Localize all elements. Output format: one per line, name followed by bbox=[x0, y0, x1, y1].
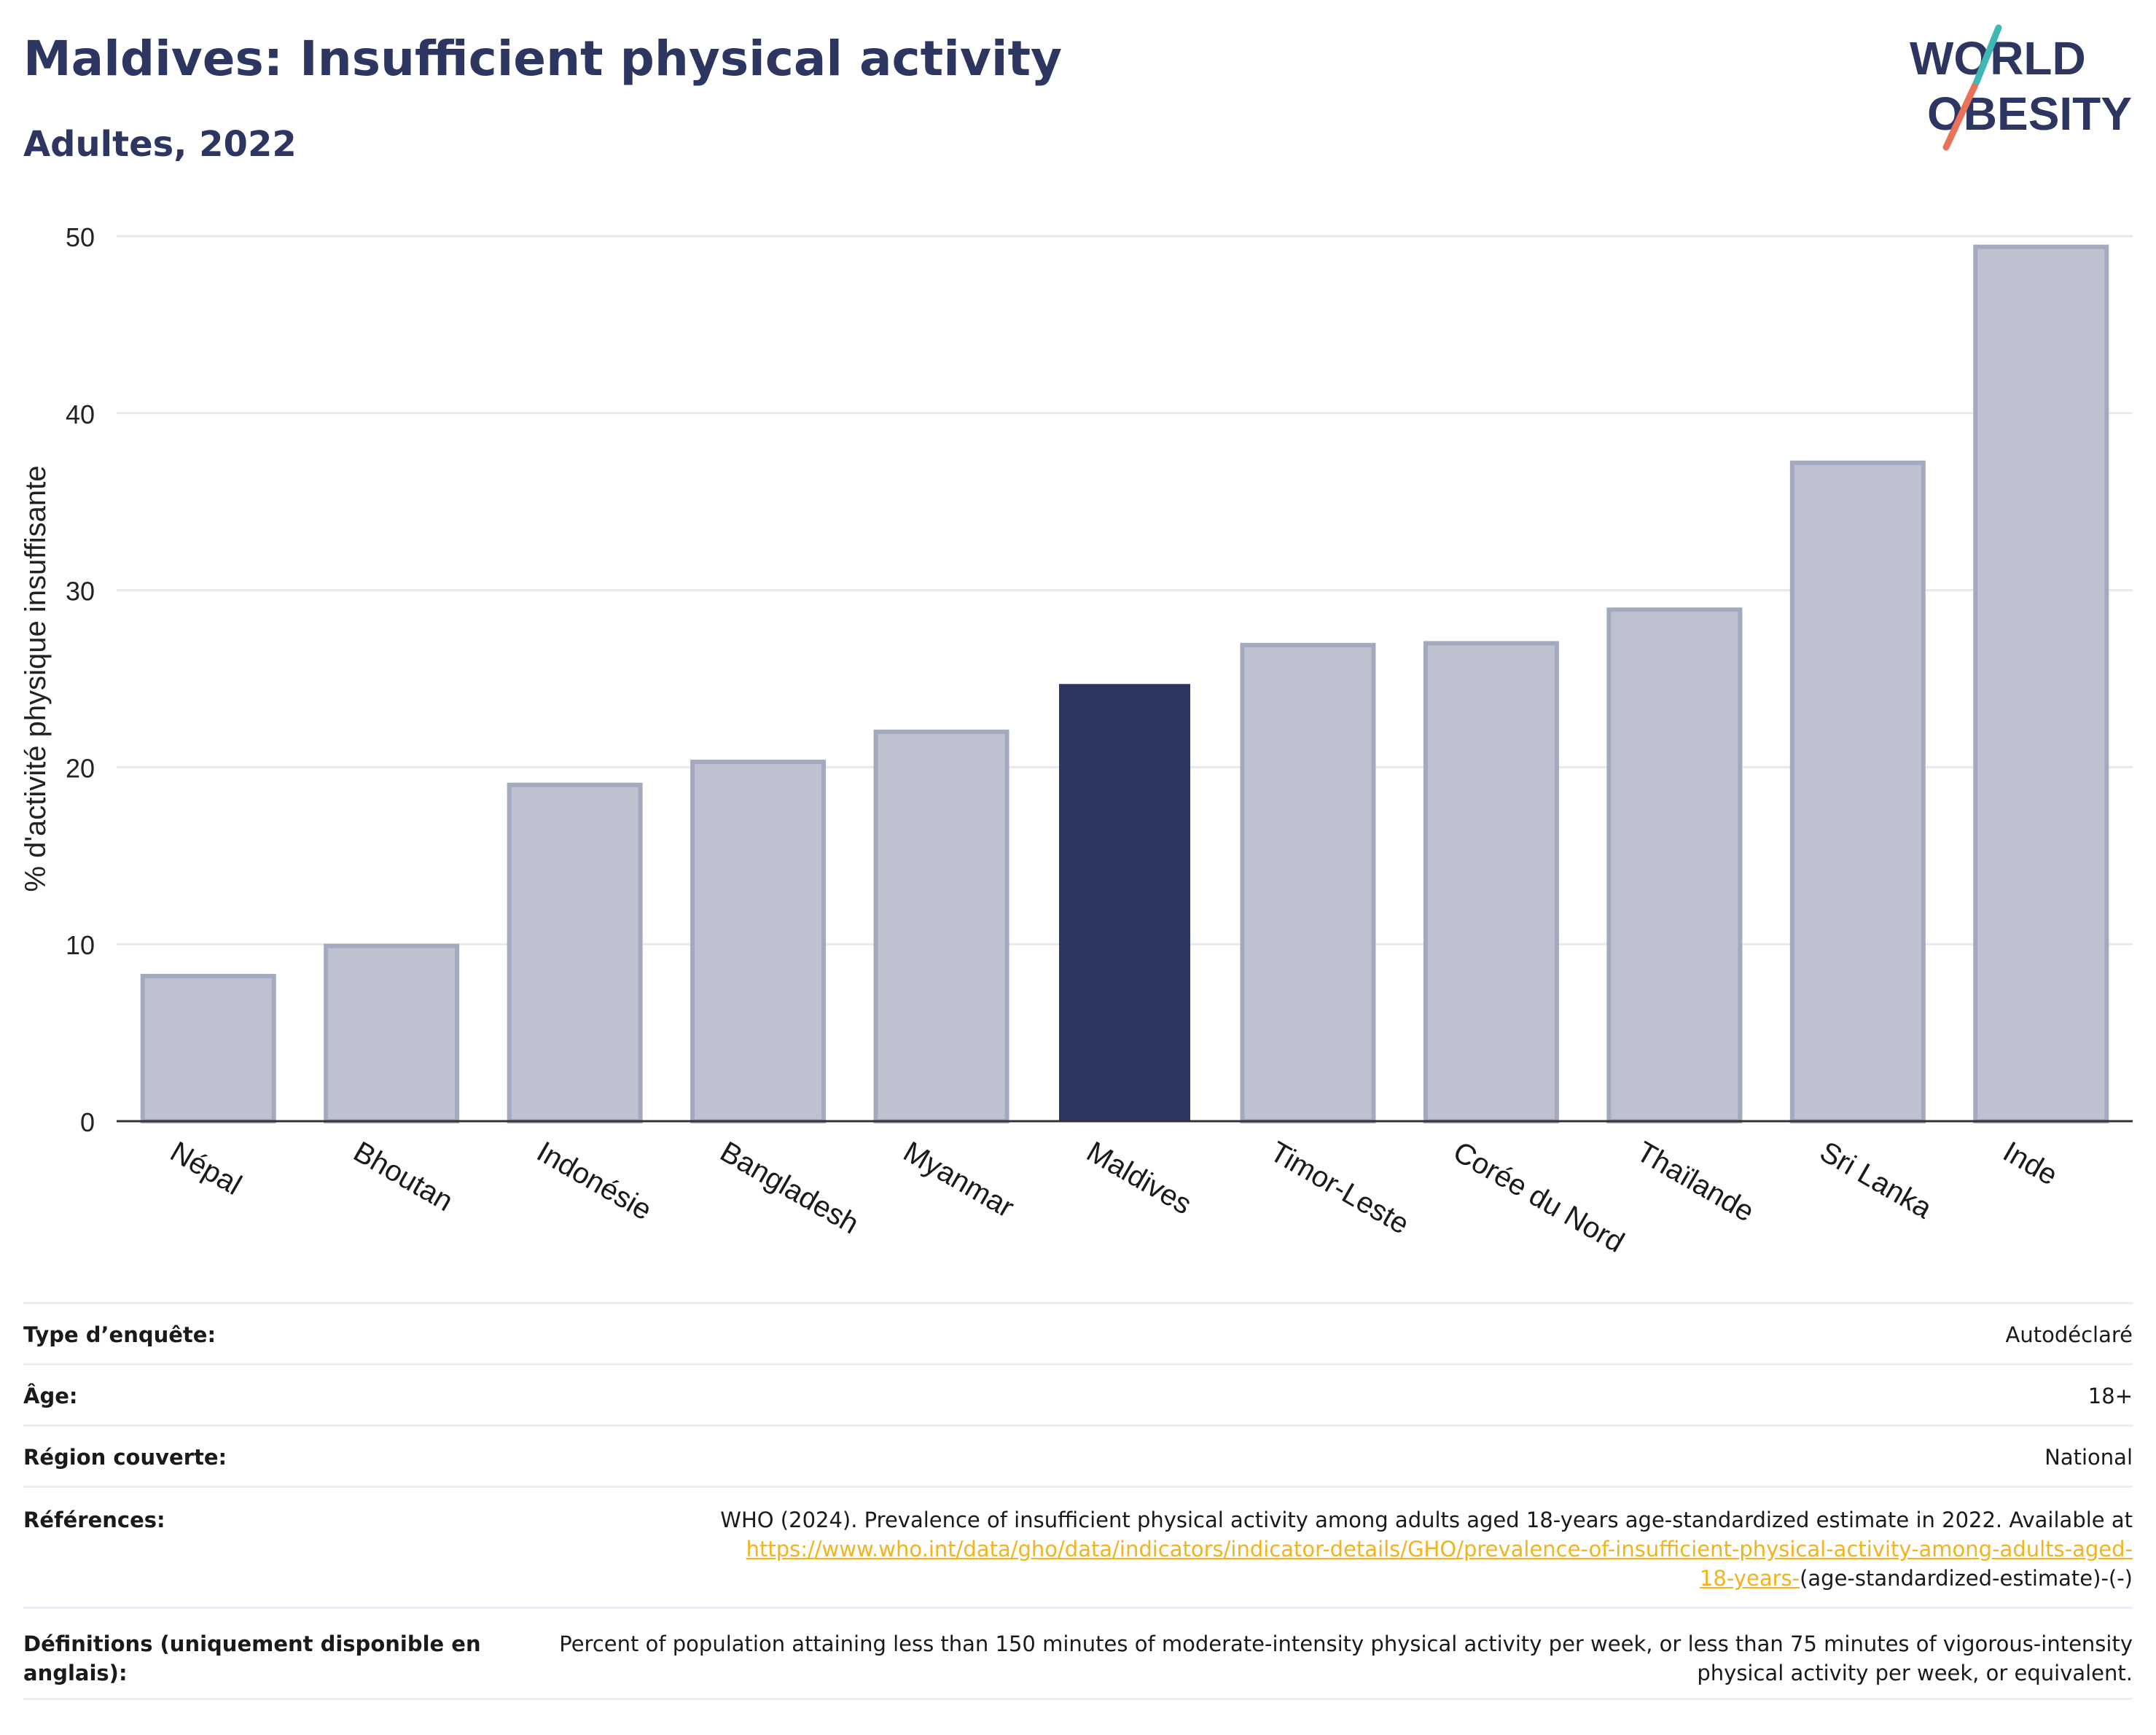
info-row-references: Références: WHO (2024). Prevalence of in… bbox=[23, 1486, 2133, 1607]
bar-cor-e-du-nord[interactable] bbox=[1423, 641, 1559, 1123]
logo-slash-coral bbox=[1942, 78, 1980, 151]
x-tick-label: Népal bbox=[165, 1136, 247, 1201]
info-row-survey-type: Type d’enquête: Autodéclaré bbox=[23, 1302, 2133, 1363]
reference-link-continued[interactable]: 18-years- bbox=[1699, 1566, 1800, 1591]
info-value: 18+ bbox=[2087, 1384, 2133, 1408]
info-label: Région couverte: bbox=[23, 1445, 227, 1470]
logo-line2: OBESITY bbox=[1927, 87, 2132, 140]
info-value: Autodéclaré bbox=[2005, 1322, 2133, 1347]
x-tick-label: Timor-Leste bbox=[1265, 1136, 1415, 1241]
bar-tha-lande[interactable] bbox=[1606, 607, 1743, 1123]
info-row-definitions: Définitions (uniquement disponible en an… bbox=[23, 1607, 2133, 1700]
x-axis-ticks: Népal Bhoutan Indonésie Bangladesh Myanmar Ma… bbox=[165, 1136, 2063, 1259]
bar-bangladesh[interactable] bbox=[690, 760, 827, 1124]
bar-timor-leste[interactable] bbox=[1240, 642, 1376, 1123]
x-tick-label: Maldives bbox=[1082, 1136, 1198, 1221]
world-obesity-logo: WORLD OBESITY bbox=[1910, 24, 2132, 151]
info-table: Type d’enquête: Autodéclaré Âge: 18+ Rég… bbox=[23, 1302, 2133, 1700]
y-tick-label: 40 bbox=[66, 399, 95, 429]
x-tick-label: Sri Lanka bbox=[1814, 1136, 1937, 1225]
info-label: Définitions (uniquement disponible en an… bbox=[23, 1631, 481, 1685]
bar-n-pal[interactable] bbox=[140, 973, 276, 1124]
y-tick-label: 20 bbox=[66, 753, 95, 783]
bar-sri-lanka[interactable] bbox=[1789, 460, 1926, 1123]
y-tick-label: 0 bbox=[80, 1107, 95, 1137]
x-tick-label: Indonésie bbox=[531, 1136, 657, 1227]
info-label: Âge: bbox=[23, 1384, 78, 1408]
info-label: Références: bbox=[23, 1508, 165, 1532]
info-label: Type d’enquête: bbox=[23, 1322, 216, 1347]
logo-line1: WORLD bbox=[1910, 32, 2086, 85]
bar-myanmar[interactable] bbox=[873, 729, 1009, 1123]
x-tick-label: Myanmar bbox=[898, 1136, 1019, 1224]
page-title: Maldives: Insufficient physical activity bbox=[23, 31, 1063, 87]
reference-text: WHO (2024). Prevalence of insufficient p… bbox=[720, 1508, 2133, 1532]
y-axis-label: % d'activité physique insuffisante bbox=[20, 465, 52, 892]
bar-chart: 0 10 20 30 40 50 Népal Bhoutan Indonésie Banglad… bbox=[20, 222, 2133, 1259]
page-subtitle: Adultes, 2022 bbox=[23, 124, 297, 165]
info-row-region: Région couverte: National bbox=[23, 1424, 2133, 1486]
bar-inde[interactable] bbox=[1973, 244, 2109, 1124]
y-tick-label: 10 bbox=[66, 930, 95, 960]
bar-bhoutan[interactable] bbox=[324, 943, 460, 1124]
bar-maldives[interactable] bbox=[1059, 684, 1190, 1121]
y-tick-label: 30 bbox=[66, 577, 95, 607]
x-tick-label: Corée du Nord bbox=[1448, 1136, 1629, 1259]
x-tick-label: Inde bbox=[1998, 1136, 2063, 1192]
info-value: National bbox=[2044, 1445, 2133, 1470]
info-value: Percent of population attaining less tha… bbox=[559, 1631, 2133, 1685]
x-tick-label: Bhoutan bbox=[348, 1136, 458, 1218]
x-tick-label: Thaïlande bbox=[1631, 1136, 1759, 1228]
x-tick-label: Bangladesh bbox=[715, 1136, 864, 1241]
info-value: WHO (2024). Prevalence of insufficient p… bbox=[534, 1505, 2133, 1593]
bar-indon-sie[interactable] bbox=[507, 782, 643, 1123]
logo-slash-teal bbox=[1973, 24, 2002, 85]
chart-bars bbox=[140, 244, 2109, 1124]
reference-suffix: (age-standardized-estimate)-(-) bbox=[1800, 1566, 2133, 1591]
reference-link[interactable]: https://www.who.int/data/gho/data/indica… bbox=[746, 1537, 2133, 1562]
y-tick-label: 50 bbox=[66, 222, 95, 252]
y-axis-ticks: 0 10 20 30 40 50 bbox=[66, 222, 95, 1137]
info-row-age: Âge: 18+ bbox=[23, 1363, 2133, 1424]
